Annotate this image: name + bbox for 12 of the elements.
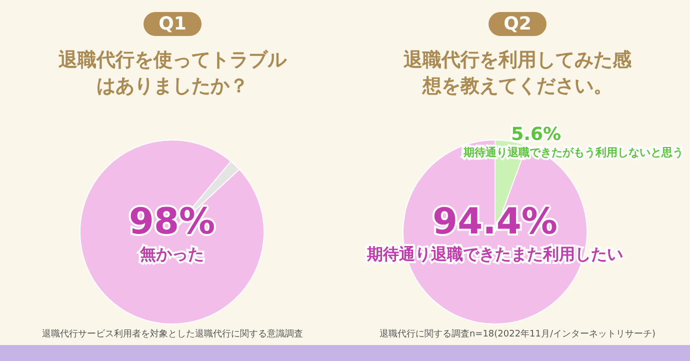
chart-subtitle: Q2 bbox=[504, 14, 532, 34]
text: 退職代行に関する調査n=18(2022年11月/インターネットリサーチ) bbox=[379, 328, 656, 340]
data-label: 5.6% bbox=[511, 124, 562, 145]
text: 退職代行サービス利用者を対象とした退職代行に関する意識調査 bbox=[42, 328, 303, 340]
data-label: 94.4% bbox=[432, 202, 558, 242]
chart-subtitle: Q1 bbox=[158, 14, 186, 34]
chart-title: 退職代行を利用してみた感想を教えてください。 bbox=[402, 49, 632, 97]
slice-label: 無かった bbox=[139, 244, 204, 264]
chart-title: 退職代行を使ってトラブルはありましたか？ bbox=[58, 49, 288, 97]
data-label: 98% bbox=[128, 202, 216, 242]
slice-label: 期待通り退職できたがもう利用しないと思う bbox=[462, 146, 684, 159]
slice-label: 期待通り退職できたまた利用したい bbox=[366, 244, 623, 264]
